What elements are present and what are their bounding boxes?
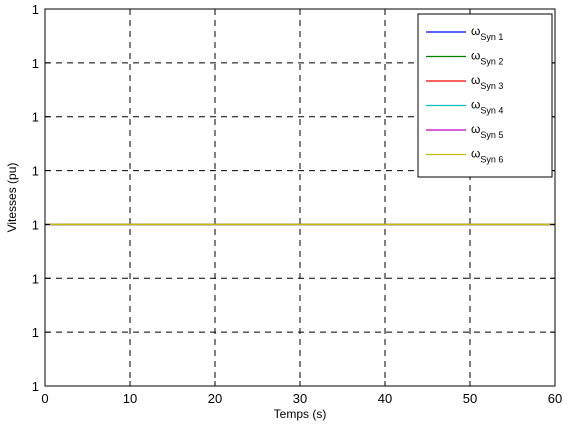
x-axis-label: Temps (s) [274, 407, 327, 421]
y-tick-label: 1 [32, 325, 39, 340]
y-tick-label: 1 [32, 164, 39, 179]
legend-entry-3: ωSyn 3 [471, 73, 503, 91]
tick-labels: 0 10 20 30 40 50 60 1 1 1 1 1 1 1 1 [32, 2, 562, 406]
y-axis-label: Vitesses (pu) [5, 163, 19, 233]
x-tick-label: 10 [123, 391, 137, 406]
legend-entry-2: ωSyn 2 [471, 49, 503, 67]
x-tick-label: 0 [41, 391, 48, 406]
x-tick-label: 50 [463, 391, 477, 406]
legend-entry-5: ωSyn 5 [471, 122, 503, 140]
legend-entry-6: ωSyn 6 [471, 147, 503, 165]
legend: ωSyn 1 ωSyn 2 ωSyn 3 ωSyn 4 ωSyn 5 ωSyn 6 [417, 13, 553, 178]
y-tick-label: 1 [32, 56, 39, 71]
legend-box [417, 13, 553, 178]
y-tick-label: 1 [32, 110, 39, 125]
y-tick-label: 1 [32, 379, 39, 394]
legend-entry-4: ωSyn 4 [471, 98, 503, 116]
x-tick-label: 20 [208, 391, 222, 406]
y-tick-label: 1 [32, 2, 39, 17]
x-tick-label: 40 [378, 391, 392, 406]
y-tick-label: 1 [32, 271, 39, 286]
x-tick-label: 30 [293, 391, 307, 406]
x-tick-label: 60 [548, 391, 562, 406]
legend-entry-1: ωSyn 1 [471, 24, 503, 42]
y-tick-label: 1 [32, 217, 39, 232]
